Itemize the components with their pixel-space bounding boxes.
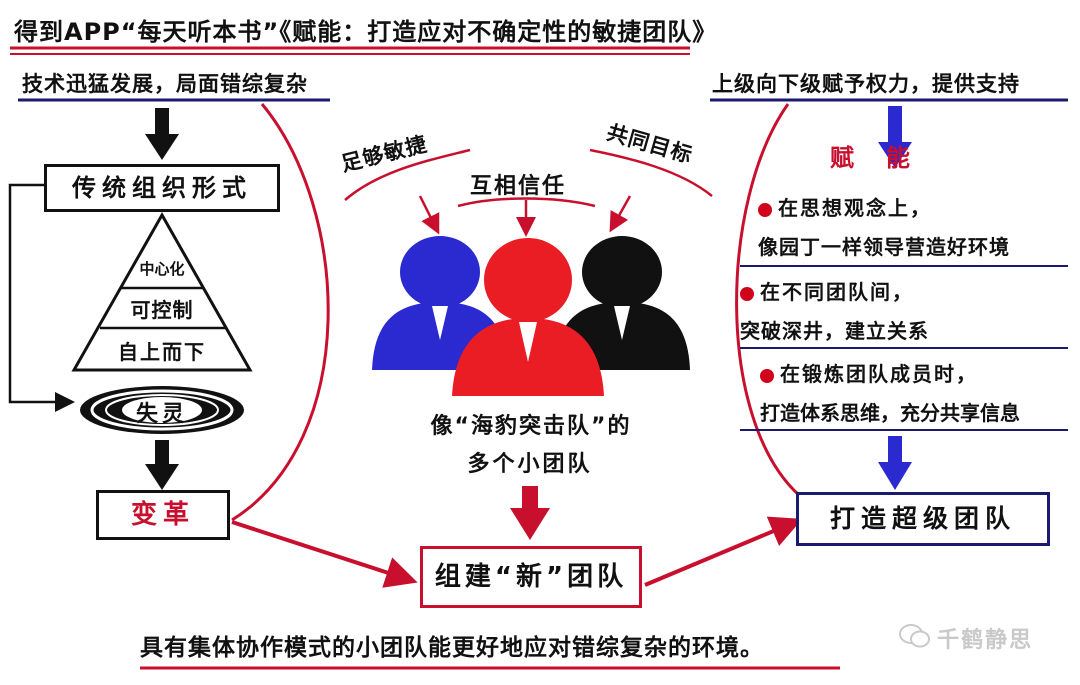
page-title: 得到APP“每天听本书”《赋能：打造应对不确定性的敏捷团队》 [14, 18, 718, 46]
right-top-label: 上级向下级赋予权力，提供支持 [712, 72, 1020, 96]
pyramid-tier-top: 中心化 [139, 260, 185, 278]
center-caption-line2: 多个小团队 [467, 452, 593, 477]
empower-label: 赋 能 [830, 144, 914, 172]
conclusion-text: 具有集体协作模式的小团队能更好地应对错综复杂的环境。 [140, 635, 764, 661]
wechat-icon [898, 623, 932, 653]
super-team-label: 打造超级团队 [829, 504, 1016, 533]
bullet3-line2: 打造体系思维，充分共享信息 [760, 401, 1020, 425]
left-red-curve [231, 103, 330, 522]
bullet1-line2: 像园丁一样领导营造好环境 [758, 235, 1010, 259]
change-box: 变革 [96, 490, 230, 540]
new-team-box: 组建“新”团队 [420, 546, 642, 608]
pyramid-tier-bottom: 自上而下 [118, 340, 206, 364]
trait-arcs [344, 148, 713, 237]
red-person-figure [452, 238, 604, 396]
right-red-curve [735, 103, 802, 498]
bullet-dot-icon [758, 202, 772, 217]
change-label: 变革 [130, 500, 195, 530]
empower-bullet-3: 在锻炼团队成员时， 打造体系思维，充分共享信息 [760, 358, 1020, 426]
new-team-label: 组建“新”团队 [434, 562, 628, 592]
bullet2-line2: 突破深井，建立关系 [740, 319, 929, 343]
pyramid-diagram [71, 211, 253, 372]
bullet-dot-icon [740, 286, 754, 301]
traditional-org-label: 传统组织形式 [72, 174, 252, 202]
arrow-to-traditional [145, 108, 179, 160]
traditional-org-box: 传统组织形式 [44, 164, 280, 212]
empower-bullet-1: 在思想观念上， 像园丁一样领导营造好环境 [758, 192, 1010, 260]
fail-label: 失灵 [135, 402, 188, 427]
arrow-to-empower [878, 106, 912, 168]
left-top-label: 技术迅猛发展，局面错综复杂 [22, 72, 308, 96]
fail-swirl [80, 386, 244, 434]
watermark-text: 千鹤静思 [937, 628, 1034, 653]
side-bracket [8, 183, 75, 412]
arrow-caption-to-newteam [510, 486, 550, 540]
center-caption-line1: 像“海豹突击队”的 [430, 414, 632, 439]
arrow-to-change [145, 440, 179, 490]
arrow-newteam-to-super [644, 516, 803, 587]
trait-trust: 互相信任 [470, 174, 567, 199]
super-team-box: 打造超级团队 [796, 492, 1050, 546]
pyramid-tier-middle: 可控制 [130, 298, 194, 322]
bullet-dot-icon [760, 368, 774, 383]
bullet2-line1: 在不同团队间， [760, 280, 914, 304]
watermark: 千鹤静思 [898, 622, 1033, 654]
bullet1-line1: 在思想观念上， [778, 196, 932, 220]
title-underline [10, 46, 690, 55]
arrow-to-super-team [878, 436, 912, 490]
arrow-change-to-newteam [231, 520, 418, 588]
empower-bullet-2: 在不同团队间， 突破深井，建立关系 [740, 276, 929, 344]
bullet3-line1: 在锻炼团队成员时， [780, 362, 978, 386]
